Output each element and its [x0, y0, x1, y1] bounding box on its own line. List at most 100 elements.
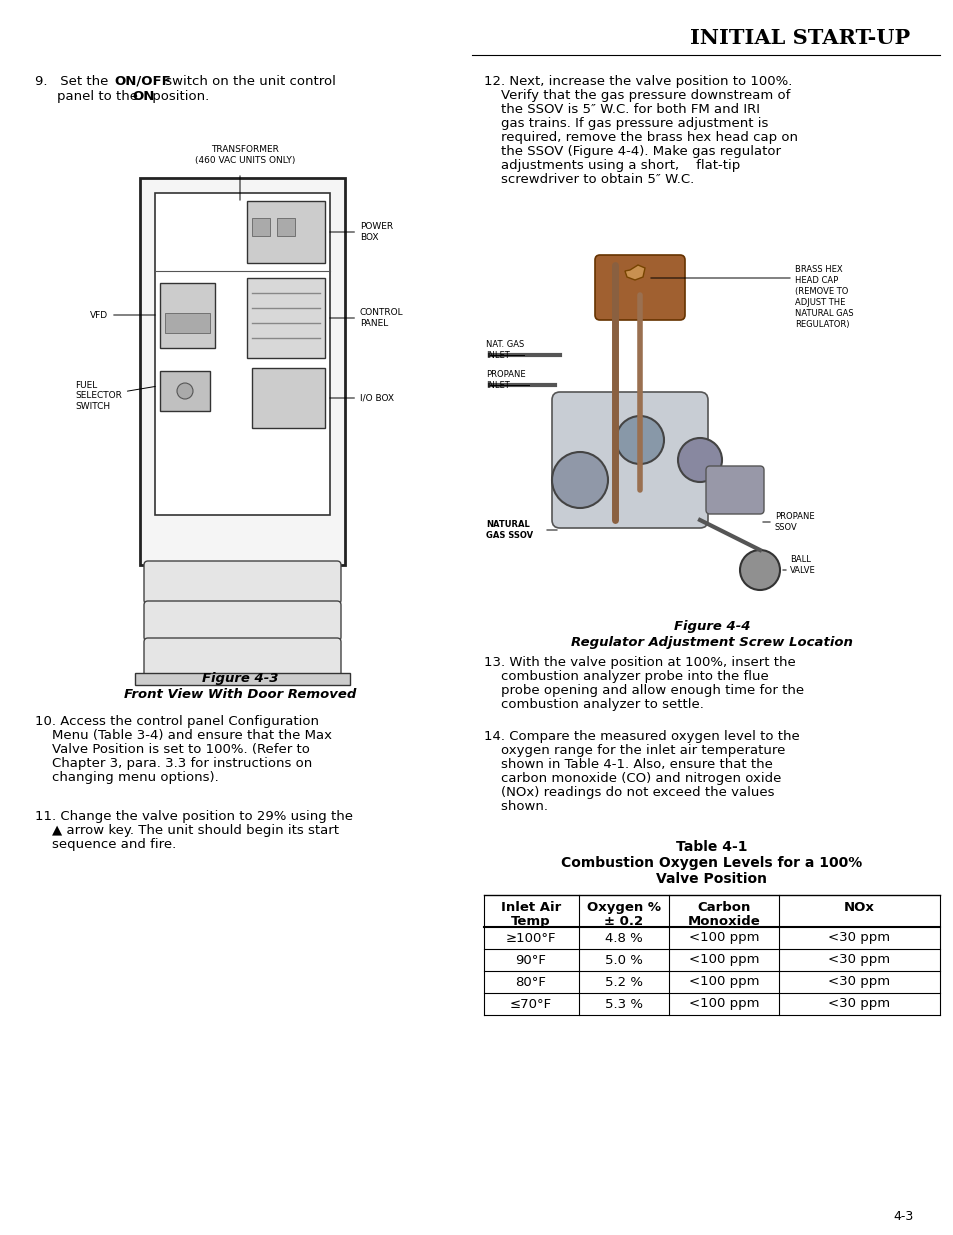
Text: Monoxide: Monoxide — [687, 915, 760, 927]
Text: oxygen range for the inlet air temperature: oxygen range for the inlet air temperatu… — [483, 743, 784, 757]
Text: shown.: shown. — [483, 800, 547, 813]
Text: 10. Access the control panel Configuration: 10. Access the control panel Configurati… — [35, 715, 318, 727]
Text: Figure 4-4: Figure 4-4 — [673, 620, 749, 634]
Text: Inlet Air: Inlet Air — [500, 902, 560, 914]
Text: ON/OFF: ON/OFF — [113, 75, 171, 88]
Text: BALL
VALVE: BALL VALVE — [789, 555, 815, 576]
Text: Table 4-1: Table 4-1 — [676, 840, 747, 853]
Text: INITIAL START-UP: INITIAL START-UP — [689, 28, 909, 48]
Polygon shape — [624, 266, 644, 280]
Text: ≤70°F: ≤70°F — [510, 998, 552, 1010]
Text: Menu (Table 3-4) and ensure that the Max: Menu (Table 3-4) and ensure that the Max — [35, 729, 332, 742]
Text: Carbon: Carbon — [697, 902, 750, 914]
Text: combustion analyzer to settle.: combustion analyzer to settle. — [483, 698, 703, 711]
Text: gas trains. If gas pressure adjustment is: gas trains. If gas pressure adjustment i… — [483, 117, 767, 130]
Text: shown in Table 4-1. Also, ensure that the: shown in Table 4-1. Also, ensure that th… — [483, 758, 772, 771]
Text: 12. Next, increase the valve position to 100%.: 12. Next, increase the valve position to… — [483, 75, 792, 88]
Text: <30 ppm: <30 ppm — [827, 953, 889, 967]
FancyBboxPatch shape — [144, 561, 340, 604]
FancyBboxPatch shape — [552, 391, 707, 529]
Text: combustion analyzer probe into the flue: combustion analyzer probe into the flue — [483, 671, 768, 683]
Text: Chapter 3, para. 3.3 for instructions on: Chapter 3, para. 3.3 for instructions on — [35, 757, 312, 769]
Circle shape — [552, 452, 607, 508]
Circle shape — [740, 550, 780, 590]
Text: 11. Change the valve position to 29% using the: 11. Change the valve position to 29% usi… — [35, 810, 353, 823]
Bar — [247, 201, 325, 263]
Bar — [276, 219, 294, 236]
Bar — [247, 278, 325, 358]
FancyBboxPatch shape — [144, 601, 340, 641]
Text: 4-3: 4-3 — [893, 1210, 913, 1223]
Text: sequence and fire.: sequence and fire. — [35, 839, 176, 851]
Text: I/O BOX: I/O BOX — [330, 394, 394, 403]
Text: ≥100°F: ≥100°F — [505, 931, 556, 945]
Text: 13. With the valve position at 100%, insert the: 13. With the valve position at 100%, ins… — [483, 656, 795, 669]
Text: probe opening and allow enough time for the: probe opening and allow enough time for … — [483, 684, 803, 697]
Text: <100 ppm: <100 ppm — [688, 976, 759, 988]
Circle shape — [678, 438, 721, 482]
Text: PROPANE
SSOV: PROPANE SSOV — [774, 513, 814, 532]
Circle shape — [616, 416, 663, 464]
Text: Temp: Temp — [511, 915, 550, 927]
Text: <30 ppm: <30 ppm — [827, 931, 889, 945]
Text: carbon monoxide (CO) and nitrogen oxide: carbon monoxide (CO) and nitrogen oxide — [483, 772, 781, 785]
Text: VFD: VFD — [90, 310, 155, 320]
Text: adjustments using a short,    flat-tip: adjustments using a short, flat-tip — [483, 159, 740, 172]
Text: Front View With Door Removed: Front View With Door Removed — [124, 688, 355, 701]
Bar — [160, 283, 214, 348]
Text: <100 ppm: <100 ppm — [688, 931, 759, 945]
Text: FUEL
SELECTOR
SWITCH: FUEL SELECTOR SWITCH — [75, 382, 155, 411]
Text: NAT. GAS
INLET: NAT. GAS INLET — [485, 340, 524, 361]
Text: <100 ppm: <100 ppm — [688, 953, 759, 967]
Text: the SSOV is 5″ W.C. for both FM and IRI: the SSOV is 5″ W.C. for both FM and IRI — [483, 103, 760, 116]
Text: TRANSFORMER
(460 VAC UNITS ONLY): TRANSFORMER (460 VAC UNITS ONLY) — [194, 144, 294, 165]
Text: Figure 4-3: Figure 4-3 — [201, 672, 278, 685]
Text: Valve Position is set to 100%. (Refer to: Valve Position is set to 100%. (Refer to — [35, 743, 310, 756]
Text: 9.   Set the: 9. Set the — [35, 75, 112, 88]
Text: NOx: NOx — [842, 902, 874, 914]
Text: Combustion Oxygen Levels for a 100%: Combustion Oxygen Levels for a 100% — [560, 856, 862, 869]
FancyBboxPatch shape — [595, 254, 684, 320]
Text: (NOx) readings do not exceed the values: (NOx) readings do not exceed the values — [483, 785, 774, 799]
Text: screwdriver to obtain 5″ W.C.: screwdriver to obtain 5″ W.C. — [483, 173, 694, 186]
Text: 80°F: 80°F — [515, 976, 546, 988]
Text: position.: position. — [148, 90, 209, 103]
Bar — [483, 235, 939, 600]
Text: <100 ppm: <100 ppm — [688, 998, 759, 1010]
Text: Valve Position: Valve Position — [656, 872, 767, 885]
Text: 5.0 %: 5.0 % — [604, 953, 642, 967]
Text: 14. Compare the measured oxygen level to the: 14. Compare the measured oxygen level to… — [483, 730, 799, 743]
Circle shape — [177, 383, 193, 399]
Text: PROPANE
INLET: PROPANE INLET — [485, 370, 525, 390]
Text: ▲ arrow key. The unit should begin its start: ▲ arrow key. The unit should begin its s… — [35, 824, 338, 837]
Text: CONTROL
PANEL: CONTROL PANEL — [330, 309, 403, 327]
Text: ON: ON — [132, 90, 154, 103]
Text: 4.8 %: 4.8 % — [604, 931, 642, 945]
Text: required, remove the brass hex head cap on: required, remove the brass hex head cap … — [483, 131, 797, 144]
Bar — [140, 178, 345, 564]
Bar — [160, 370, 210, 411]
Text: POWER
BOX: POWER BOX — [330, 222, 393, 242]
Text: Regulator Adjustment Screw Location: Regulator Adjustment Screw Location — [571, 636, 852, 650]
Bar — [135, 673, 350, 685]
Bar — [252, 368, 325, 429]
Text: switch on the unit control: switch on the unit control — [161, 75, 335, 88]
Bar — [165, 312, 210, 333]
FancyBboxPatch shape — [144, 638, 340, 677]
Bar — [154, 193, 330, 515]
Text: NATURAL
GAS SSOV: NATURAL GAS SSOV — [485, 520, 533, 540]
Text: 5.2 %: 5.2 % — [604, 976, 642, 988]
FancyBboxPatch shape — [705, 466, 763, 514]
Text: 90°F: 90°F — [515, 953, 546, 967]
Text: Oxygen %: Oxygen % — [586, 902, 660, 914]
Bar — [252, 219, 270, 236]
Text: ± 0.2: ± 0.2 — [604, 915, 643, 927]
Text: BRASS HEX
HEAD CAP
(REMOVE TO
ADJUST THE
NATURAL GAS
REGULATOR): BRASS HEX HEAD CAP (REMOVE TO ADJUST THE… — [794, 266, 853, 330]
Text: Verify that the gas pressure downstream of: Verify that the gas pressure downstream … — [483, 89, 789, 103]
Text: changing menu options).: changing menu options). — [35, 771, 218, 784]
Text: the SSOV (Figure 4-4). Make gas regulator: the SSOV (Figure 4-4). Make gas regulato… — [483, 144, 781, 158]
Text: <30 ppm: <30 ppm — [827, 976, 889, 988]
Text: <30 ppm: <30 ppm — [827, 998, 889, 1010]
Text: 5.3 %: 5.3 % — [604, 998, 642, 1010]
Text: panel to the: panel to the — [57, 90, 142, 103]
